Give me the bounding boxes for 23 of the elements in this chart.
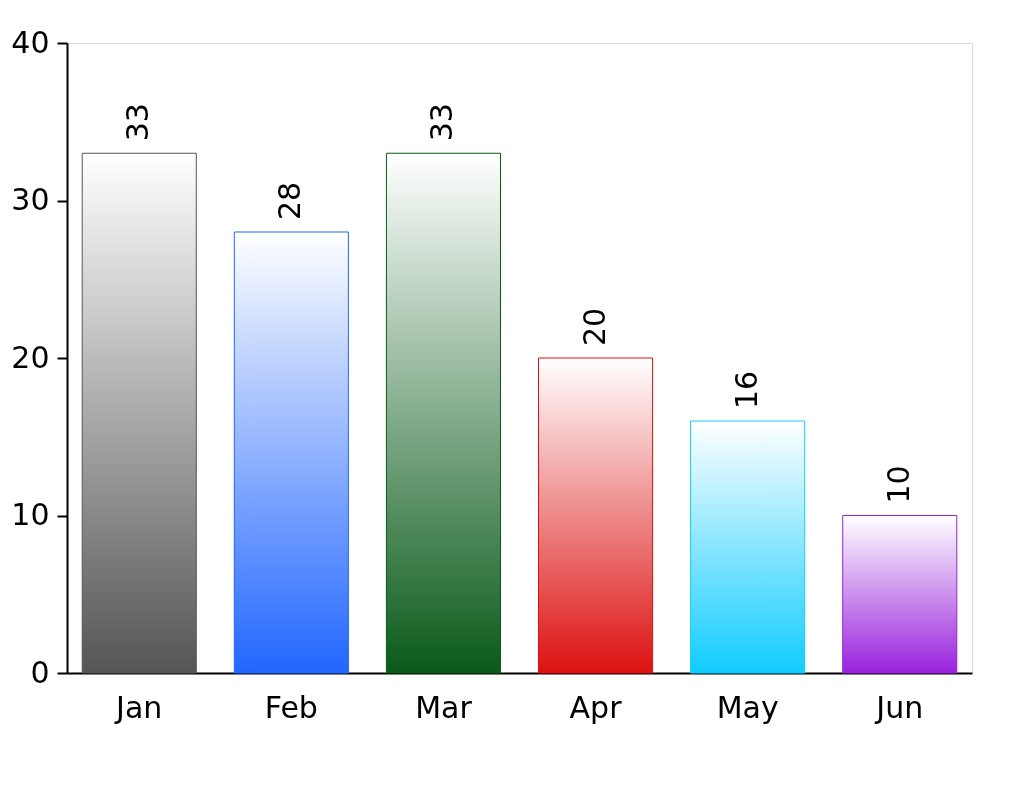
y-tick-label: 0 <box>30 654 50 690</box>
data-label: 33 <box>120 103 156 142</box>
x-tick-label: May <box>716 689 779 725</box>
x-tick-label: Jan <box>114 689 163 725</box>
data-label: 28 <box>272 181 308 220</box>
y-tick-label: 40 <box>11 24 50 60</box>
x-tick-label: Jun <box>874 689 924 725</box>
bar <box>538 357 654 674</box>
bar <box>690 420 806 674</box>
y-tick-label: 30 <box>11 182 50 217</box>
bar <box>385 152 501 674</box>
data-label: 16 <box>728 370 764 409</box>
data-label: 10 <box>880 465 916 504</box>
bar <box>842 515 958 674</box>
x-tick-label: Apr <box>569 689 623 725</box>
bar <box>81 152 197 674</box>
x-tick-label: Mar <box>415 689 473 725</box>
y-tick-label: 20 <box>11 339 50 375</box>
data-label: 20 <box>576 307 612 346</box>
data-label: 33 <box>424 103 460 142</box>
bar <box>233 231 349 674</box>
y-tick-label: 10 <box>11 497 50 532</box>
x-tick-label: Feb <box>264 689 318 725</box>
